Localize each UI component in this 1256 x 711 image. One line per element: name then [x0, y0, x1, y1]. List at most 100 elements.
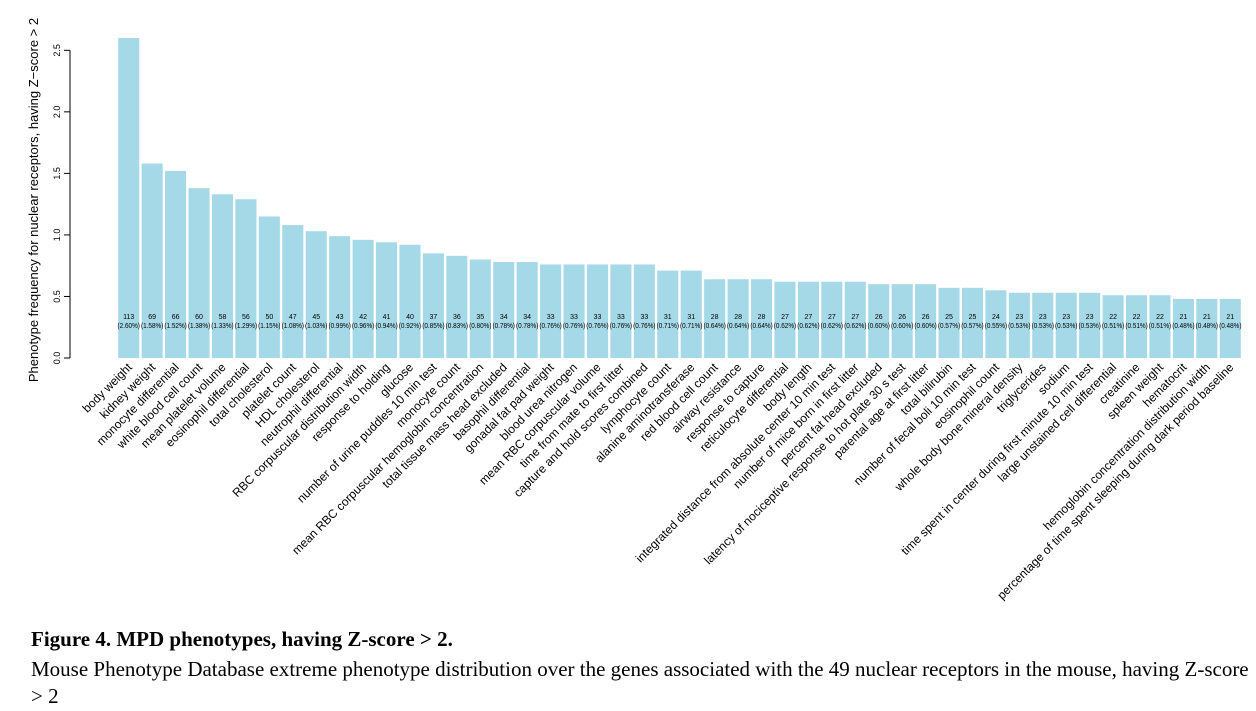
value-label: (0.53%): [1078, 323, 1100, 330]
bar: [141, 163, 163, 358]
count-label: 56: [242, 314, 250, 321]
bar: [727, 279, 749, 358]
count-label: 27: [781, 314, 789, 321]
count-label: 26: [898, 314, 906, 321]
bar: [1032, 292, 1054, 358]
bar: [540, 264, 562, 358]
value-label: (0.53%): [1032, 323, 1054, 330]
bar: [1102, 295, 1124, 358]
value-label: (0.53%): [1008, 323, 1030, 330]
bar: [211, 194, 234, 358]
count-label: 33: [640, 314, 648, 321]
value-label: (0.76%): [610, 323, 632, 330]
value-label: (0.71%): [657, 323, 679, 330]
bar: [399, 244, 421, 358]
value-label: (0.60%): [868, 323, 890, 330]
caption-text: Mouse Phenotype Database extreme phenoty…: [31, 657, 1249, 708]
value-label: (0.99%): [328, 323, 350, 330]
count-label: 22: [1133, 314, 1141, 321]
value-label: (0.85%): [422, 323, 444, 330]
bar: [375, 242, 398, 358]
bar: [493, 262, 515, 358]
count-label: 47: [289, 314, 297, 321]
value-label: (0.64%): [750, 323, 772, 330]
count-label: 27: [851, 314, 859, 321]
value-label: (0.92%): [399, 323, 421, 330]
count-label: 45: [312, 314, 320, 321]
count-label: 22: [1156, 314, 1164, 321]
bar: [422, 253, 444, 358]
y-tick-label: 2.0: [52, 106, 62, 119]
count-label: 42: [359, 314, 367, 321]
count-label: 43: [336, 314, 344, 321]
value-label: (0.80%): [469, 323, 491, 330]
count-label: 36: [453, 314, 461, 321]
count-label: 23: [1015, 314, 1023, 321]
bar: [704, 279, 726, 358]
value-label: (1.38%): [188, 323, 210, 330]
value-label: (0.76%): [586, 323, 608, 330]
count-label: 33: [594, 314, 602, 321]
count-label: 41: [383, 314, 391, 321]
count-label: 23: [1039, 314, 1047, 321]
count-label: 33: [570, 314, 578, 321]
bar: [891, 284, 913, 358]
bar: [633, 264, 655, 358]
bar: [821, 281, 843, 358]
value-label: (0.78%): [493, 323, 515, 330]
bar: [657, 270, 679, 358]
value-label: (2.60%): [118, 323, 140, 330]
count-label: 22: [1109, 314, 1117, 321]
count-label: 27: [828, 314, 836, 321]
bar: [118, 38, 140, 358]
count-label: 25: [945, 314, 953, 321]
bar: [1149, 295, 1171, 358]
count-label: 28: [734, 314, 742, 321]
bar: [938, 287, 960, 358]
count-label: 28: [758, 314, 766, 321]
value-label: (0.76%): [539, 323, 561, 330]
value-label: (0.76%): [563, 323, 585, 330]
y-tick-label: 2.5: [52, 44, 62, 57]
bar: [1125, 295, 1148, 358]
value-label: (1.08%): [282, 323, 304, 330]
value-label: (0.51%): [1125, 323, 1147, 330]
count-label: 50: [265, 314, 273, 321]
bar: [844, 281, 866, 358]
count-label: 23: [1086, 314, 1094, 321]
bar: [446, 255, 468, 358]
value-label: (0.76%): [633, 323, 655, 330]
value-label: (0.55%): [985, 323, 1007, 330]
value-label: (0.62%): [774, 323, 796, 330]
bar: [305, 231, 327, 358]
bar: [1196, 298, 1218, 358]
bar: [1219, 298, 1241, 358]
bar: [258, 216, 280, 358]
value-label: (1.33%): [211, 323, 233, 330]
bar: [188, 188, 210, 358]
count-label: 26: [875, 314, 883, 321]
value-label: (0.62%): [821, 323, 843, 330]
bar: [774, 281, 796, 358]
count-label: 33: [547, 314, 555, 321]
count-label: 66: [172, 314, 180, 321]
bar: [961, 287, 984, 358]
bar: [985, 290, 1007, 358]
count-label: 31: [687, 314, 695, 321]
value-label: (0.60%): [891, 323, 913, 330]
count-label: 21: [1180, 314, 1188, 321]
value-label: (0.78%): [516, 323, 538, 330]
value-label: (0.60%): [914, 323, 936, 330]
bar: [915, 284, 937, 358]
bar: [282, 225, 304, 358]
count-label: 23: [1062, 314, 1070, 321]
count-label: 24: [992, 314, 1000, 321]
value-label: (1.15%): [258, 323, 280, 330]
count-label: 40: [406, 314, 414, 321]
count-label: 28: [711, 314, 719, 321]
y-tick-label: 0.0: [52, 352, 62, 365]
y-tick-label: 0.5: [52, 290, 62, 303]
count-label: 27: [805, 314, 813, 321]
value-label: (0.51%): [1149, 323, 1171, 330]
